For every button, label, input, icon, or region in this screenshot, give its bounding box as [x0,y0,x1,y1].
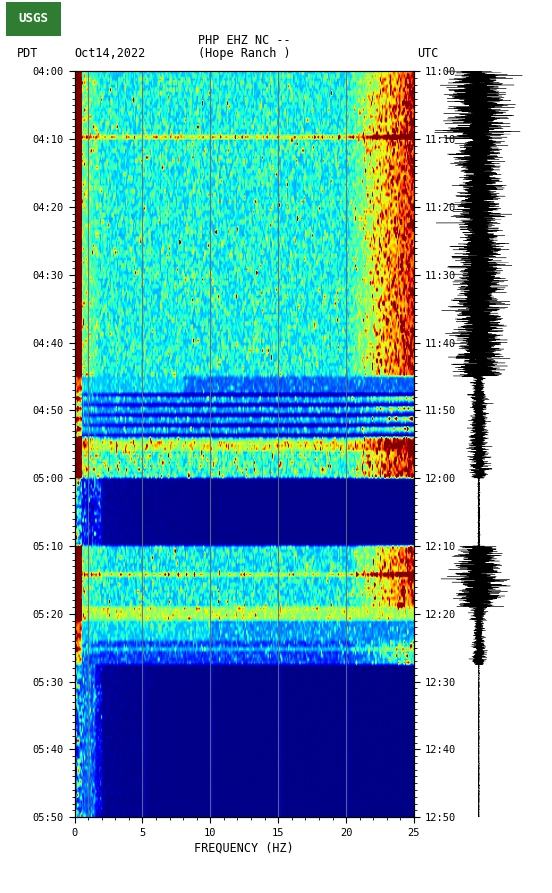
Text: PHP EHZ NC --: PHP EHZ NC -- [198,34,290,46]
Text: UTC: UTC [417,47,438,60]
Text: PDT: PDT [17,47,38,60]
Text: Oct14,2022: Oct14,2022 [75,47,146,60]
Text: (Hope Ranch ): (Hope Ranch ) [198,47,290,60]
X-axis label: FREQUENCY (HZ): FREQUENCY (HZ) [194,842,294,855]
Text: USGS: USGS [18,13,48,25]
